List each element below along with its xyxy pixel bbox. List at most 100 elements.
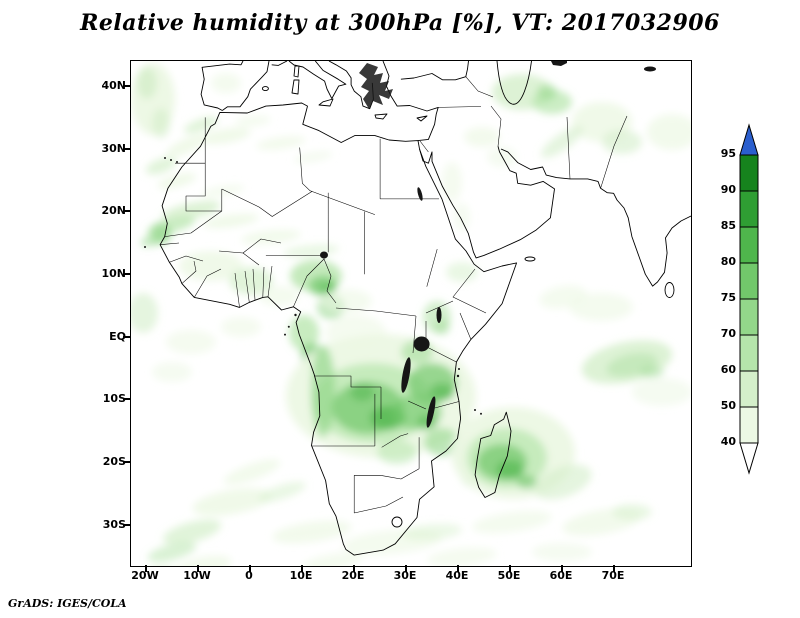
pemba-island — [458, 368, 460, 370]
italy-coastline — [288, 61, 347, 100]
axis-tick — [123, 210, 130, 212]
crete-coastline — [374, 113, 388, 120]
sicily-coastline — [318, 98, 334, 107]
axis-tick — [353, 565, 355, 572]
colorbar-segment — [739, 370, 759, 408]
axis-tick — [123, 524, 130, 526]
colorbar-segment — [739, 334, 759, 372]
lon-tick-label: 40E — [445, 569, 469, 582]
lon-tick-label: 10W — [183, 569, 211, 582]
lat-tick-label: 30S — [102, 518, 126, 531]
iberia-coastline — [200, 61, 288, 111]
aral-sea — [551, 61, 567, 66]
axis-tick — [145, 565, 147, 572]
madagascar-coastline — [474, 411, 512, 498]
principe-island — [287, 325, 290, 328]
colorbar-label: 95 — [720, 147, 736, 160]
sinai-arabia-coastline — [419, 146, 555, 259]
axis-tick — [509, 565, 511, 572]
cape-verde-islands — [144, 246, 146, 248]
lat-tick-label: 10S — [102, 392, 126, 405]
lon-tick-label: 10E — [289, 569, 313, 582]
axis-tick — [123, 398, 130, 400]
humidity-shading-layer — [131, 63, 691, 566]
lakes-and-islands — [144, 61, 656, 428]
colorbar-label: 75 — [720, 291, 736, 304]
lat-tick-label: EQ — [109, 330, 126, 343]
lake-chad — [320, 251, 328, 259]
black-sea-south-coastline — [400, 61, 469, 81]
lon-tick-label: 70E — [601, 569, 625, 582]
axis-tick — [197, 565, 199, 572]
axis-tick — [457, 565, 459, 572]
lat-tick-label: 20N — [101, 204, 126, 217]
lake-turkana — [436, 307, 442, 323]
lon-tick-label: 20E — [341, 569, 365, 582]
lon-tick-label: 60E — [549, 569, 573, 582]
balkan-greece-coastline — [328, 61, 374, 110]
lake-nasser — [417, 187, 423, 201]
canary-islands — [170, 159, 172, 161]
colorbar-segment — [739, 226, 759, 264]
canary-islands — [164, 157, 166, 159]
colorbar-label: 70 — [720, 327, 736, 340]
colorbar-label: 80 — [720, 255, 736, 268]
colorbar-svg — [739, 123, 759, 475]
axis-tick — [123, 148, 130, 150]
africa-coastline — [159, 102, 518, 556]
lat-tick-label: 40N — [101, 79, 126, 92]
lake-tanganyika — [401, 357, 411, 393]
colorbar-label: 60 — [720, 363, 736, 376]
canary-islands — [176, 161, 178, 163]
coastlines — [159, 61, 691, 556]
lon-tick-label: 20W — [131, 569, 159, 582]
lon-tick-label: 30E — [393, 569, 417, 582]
caspian-coastline — [496, 61, 532, 105]
iran-india-coastline — [500, 148, 691, 287]
axis-tick — [613, 565, 615, 572]
socotra-coastline — [524, 256, 536, 262]
axis-tick — [301, 565, 303, 572]
lat-tick-label: 10N — [101, 267, 126, 280]
africa-map-svg — [131, 61, 691, 566]
colorbar-segment — [739, 154, 759, 192]
lat-tick-label: 30N — [101, 142, 126, 155]
sao-tome-island — [284, 333, 286, 336]
axis-tick — [561, 565, 563, 572]
bioko-island — [294, 313, 297, 317]
colorbar-label: 90 — [720, 183, 736, 196]
cyprus-coastline — [416, 115, 428, 122]
lon-tick-label: 0 — [245, 569, 253, 582]
lon-tick-label: 50E — [497, 569, 521, 582]
aegean-island-cluster — [359, 63, 393, 109]
colorbar-legend: 95 90 85 80 75 70 60 50 40 — [700, 122, 780, 494]
colorbar-label: 50 — [720, 399, 736, 412]
zanzibar-island — [456, 374, 460, 378]
axis-tick — [123, 85, 130, 87]
lesotho-border — [391, 516, 403, 528]
lake-issyk-kul — [644, 66, 656, 72]
colorbar-segment — [739, 298, 759, 336]
sri-lanka-coastline — [664, 282, 675, 298]
colorbar-label: 85 — [720, 219, 736, 232]
axis-tick — [123, 461, 130, 463]
colorbar-over-triangle — [739, 123, 759, 156]
grads-credit: GrADS: IGES/COLA — [8, 597, 127, 610]
map-panel — [130, 60, 692, 567]
mallorca-coastline — [261, 86, 269, 92]
colorbar-segment — [739, 406, 759, 444]
axis-tick — [249, 565, 251, 572]
lake-victoria — [413, 336, 430, 352]
axis-tick — [405, 565, 407, 572]
lake-malawi — [426, 396, 436, 428]
axis-tick — [123, 336, 130, 338]
colorbar-under-triangle — [739, 442, 759, 475]
colorbar-segment — [739, 190, 759, 228]
comoros-islands — [480, 412, 482, 415]
colorbar-segment — [739, 262, 759, 300]
axis-tick — [123, 273, 130, 275]
plot-title: Relative humidity at 300hPa [%], VT: 201… — [80, 10, 720, 36]
comoros-islands — [474, 409, 476, 411]
sardinia-coastline — [291, 65, 300, 95]
